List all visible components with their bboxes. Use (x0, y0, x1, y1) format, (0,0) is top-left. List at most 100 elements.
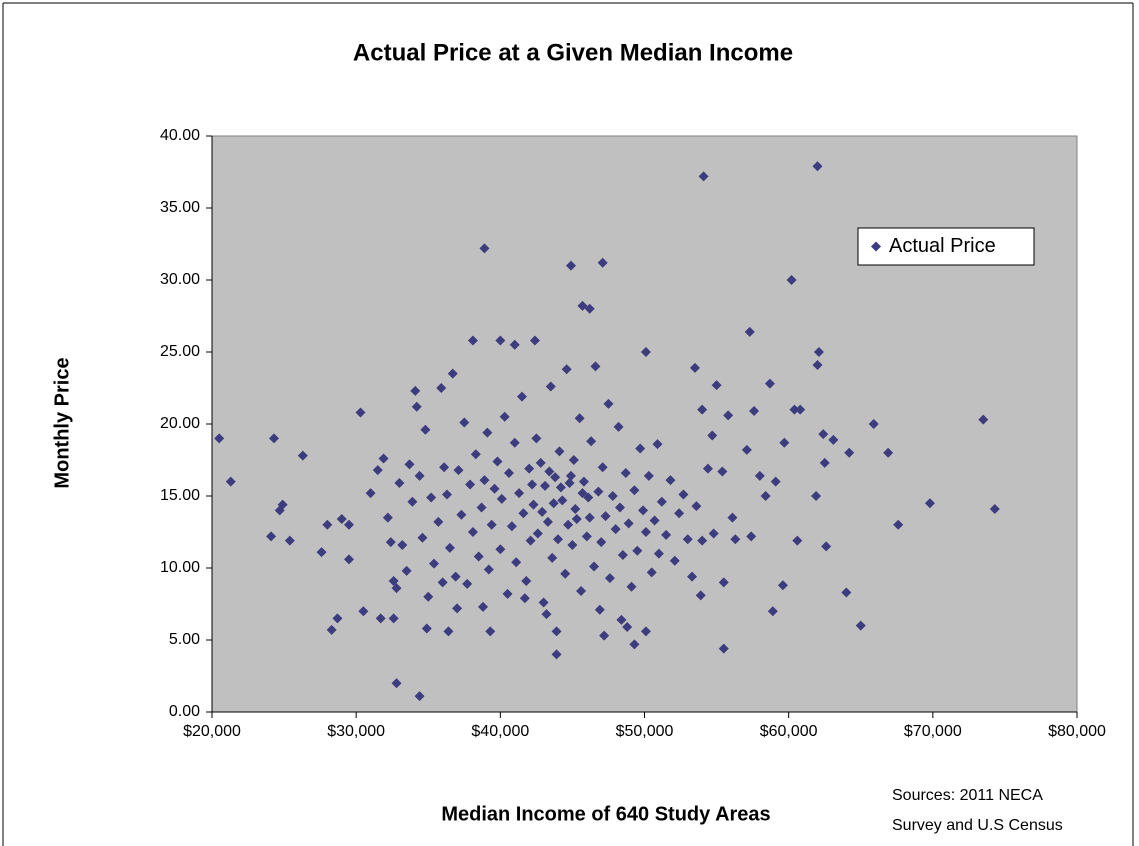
point (473, 551, 484, 562)
point (583, 492, 594, 503)
point (669, 555, 680, 566)
point (640, 626, 651, 637)
point (404, 459, 415, 470)
chart-title: Actual Price at a Given Median Income (353, 39, 793, 66)
point (697, 535, 708, 546)
point (777, 580, 788, 591)
point (410, 385, 421, 396)
point (521, 575, 532, 586)
point (741, 444, 752, 455)
point (795, 404, 806, 415)
point (695, 590, 706, 601)
point (375, 613, 386, 624)
point (365, 488, 376, 499)
point (597, 462, 608, 473)
point (617, 550, 628, 561)
point (574, 413, 585, 424)
point (447, 368, 458, 379)
point (495, 544, 506, 555)
point (744, 326, 755, 337)
point (589, 561, 600, 572)
point (538, 597, 549, 608)
point (607, 491, 618, 501)
point (496, 493, 507, 504)
point (316, 547, 327, 558)
point (616, 614, 627, 625)
point (489, 483, 500, 494)
point (443, 626, 454, 637)
point (597, 257, 608, 268)
point (623, 518, 634, 529)
point (421, 623, 432, 634)
point (527, 479, 538, 490)
point (378, 453, 389, 464)
point (397, 539, 408, 550)
point (358, 606, 369, 617)
point (492, 456, 503, 467)
point (632, 545, 643, 556)
point (509, 339, 520, 350)
point (792, 535, 803, 546)
point (635, 443, 646, 454)
point (531, 433, 542, 444)
x-tick-label: $60,000 (760, 723, 818, 740)
point (646, 567, 657, 578)
point (665, 475, 676, 486)
point (821, 541, 832, 552)
point (450, 571, 461, 582)
point (656, 496, 667, 507)
point (727, 512, 738, 523)
point (698, 171, 709, 182)
y-tick-label: 15.00 (160, 487, 200, 504)
point (643, 470, 654, 481)
point (266, 531, 277, 542)
point (989, 503, 1000, 514)
point (326, 624, 337, 635)
point (594, 604, 605, 615)
point (401, 565, 412, 576)
point (482, 427, 493, 438)
point (537, 506, 548, 517)
point (429, 558, 440, 569)
point (760, 491, 771, 501)
point (819, 457, 830, 468)
point (509, 437, 520, 448)
y-tick-label: 20.00 (160, 415, 200, 432)
point (524, 463, 535, 474)
x-tick-label: $50,000 (616, 723, 674, 740)
point (502, 588, 513, 599)
legend-box (857, 227, 1035, 266)
point (893, 519, 904, 530)
point (599, 630, 610, 641)
point (519, 593, 530, 604)
point (584, 303, 595, 314)
y-tick-label: 10.00 (160, 559, 200, 576)
point (813, 347, 824, 357)
point (678, 489, 689, 500)
point (322, 519, 333, 530)
point (499, 411, 510, 422)
point (436, 383, 447, 393)
point (620, 467, 631, 478)
point (754, 470, 765, 481)
point (570, 503, 581, 514)
point (414, 691, 425, 702)
point (277, 499, 288, 510)
point (711, 380, 722, 391)
point (385, 537, 396, 548)
y-tick-label: 25.00 (160, 343, 200, 360)
point (770, 476, 781, 487)
point (444, 542, 455, 553)
point (629, 485, 640, 496)
point (718, 643, 729, 654)
point (786, 275, 797, 285)
point (629, 639, 640, 650)
point (571, 514, 582, 525)
point (674, 508, 685, 519)
source-note: Survey and U.S Census (892, 817, 1063, 834)
point (767, 606, 778, 617)
point (604, 573, 615, 584)
point (470, 449, 481, 460)
point (441, 489, 452, 500)
point (553, 534, 563, 545)
